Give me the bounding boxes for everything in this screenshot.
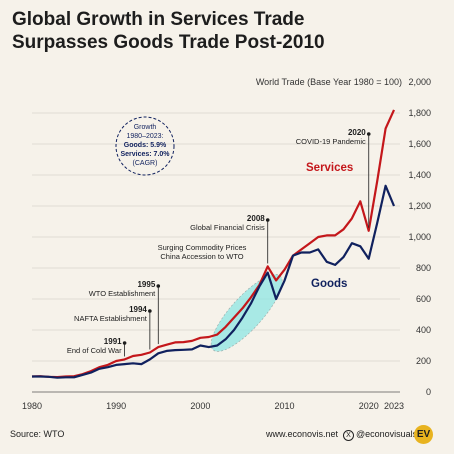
series-label-services: Services: [306, 162, 353, 174]
cagr-line: (CAGR): [133, 160, 158, 167]
y-tick-label: 400: [416, 325, 431, 335]
social-handle-text: @econovisuals: [356, 429, 418, 439]
annotation-year: 2008: [247, 214, 265, 223]
series-line-goods: [32, 184, 396, 379]
cagr-circle: [115, 116, 175, 176]
annotation-year: 1995: [137, 280, 155, 289]
annotation-dot: [148, 309, 152, 313]
y-tick-label: 200: [416, 356, 431, 366]
annotation-dot: [265, 218, 270, 222]
x-tick-label: 1990: [106, 401, 126, 411]
annotation-text: WTO Establishment: [89, 289, 156, 298]
annotation-text: COVID-19 Pandemic: [296, 137, 366, 146]
x-tick-label: 2000: [190, 401, 210, 411]
title-line-1: Global Growth in Services Trade: [12, 9, 305, 30]
x-tick-label: 1980: [22, 401, 42, 411]
annotation-text: NAFTA Establishment: [74, 314, 148, 323]
y-tick-label: 2,000: [408, 77, 431, 87]
annotation-year: 2020: [348, 128, 366, 137]
annotation-year: 1994: [129, 305, 147, 314]
highlight-label-line: China Accession to WTO: [160, 252, 243, 261]
website-link[interactable]: www.econovis.net: [266, 429, 339, 439]
x-logo-icon: X: [343, 430, 354, 441]
annotation-text: End of Cold War: [67, 346, 122, 355]
series-label-goods: Goods: [311, 278, 347, 290]
highlight-label: Surging Commodity Prices China Accession …: [158, 243, 247, 261]
y-tick-label: 0: [426, 387, 431, 397]
cagr-line: Growth: [134, 124, 157, 131]
x-tick-label: 2023: [384, 401, 404, 411]
annotation-year: 1991: [104, 337, 122, 346]
brand-logo: EV: [414, 425, 433, 444]
x-tick-label: 2010: [275, 401, 295, 411]
y-tick-label: 1,000: [408, 232, 431, 242]
y-tick-label: 1,200: [408, 201, 431, 211]
highlight-label-line: Surging Commodity Prices: [158, 243, 247, 252]
annotation-dot: [156, 284, 161, 288]
annotation-dot: [122, 341, 127, 345]
cagr-line: Goods: 5.9%: [124, 142, 167, 149]
y-tick-label: 1,800: [408, 108, 431, 118]
y-axis-label: World Trade (Base Year 1980 = 100): [256, 77, 402, 87]
annotation-text: Global Financial Crisis: [190, 223, 265, 232]
chart-title: Global Growth in Services Trade Surpasse…: [12, 8, 432, 54]
cagr-line: Services: 7.0%: [120, 151, 170, 158]
y-tick-label: 1,600: [408, 139, 431, 149]
cagr-line: 1980–2023:: [127, 133, 164, 140]
social-handle[interactable]: X @econovisuals: [343, 429, 417, 441]
source-note: Source: WTO: [10, 429, 65, 439]
y-tick-label: 1,400: [408, 170, 431, 180]
y-tick-label: 800: [416, 263, 431, 273]
x-tick-label: 2020: [359, 401, 379, 411]
series-line-services: [31, 109, 396, 379]
annotation-dot: [366, 132, 371, 136]
y-tick-label: 600: [416, 294, 431, 304]
title-line-2: Surpasses Goods Trade Post-2010: [12, 32, 325, 53]
